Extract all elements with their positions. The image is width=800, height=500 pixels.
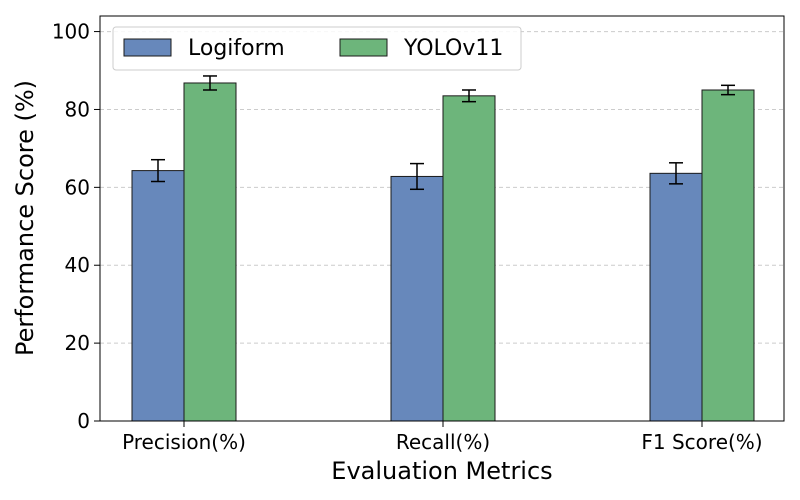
- bar-logiform: [649, 172, 703, 422]
- legend-swatch-yolov11: [339, 38, 388, 57]
- x-tick-label: F1 Score(%): [641, 430, 762, 454]
- legend-label-yolov11: YOLOv11: [403, 36, 503, 61]
- y-tick-label: 40: [65, 253, 90, 277]
- legend-swatch-logiform: [123, 38, 172, 57]
- legend-frame: [112, 26, 522, 71]
- y-axis-ticks: 0 20 40 60 80 100: [52, 20, 100, 433]
- y-tick-label: 80: [65, 97, 90, 121]
- bar-yolov11: [442, 95, 496, 422]
- x-tick-label: Precision(%): [122, 430, 246, 454]
- bar-logiform: [390, 175, 444, 422]
- x-axis-title: Evaluation Metrics: [331, 457, 552, 485]
- bar-yolov11: [701, 89, 755, 422]
- y-tick-label: 20: [65, 331, 90, 355]
- plot-frame: [99, 15, 785, 422]
- bar-logiform: [131, 170, 185, 422]
- legend-label-logiform: Logiform: [188, 36, 285, 61]
- y-tick-label: 0: [77, 409, 90, 433]
- bars: [131, 82, 755, 422]
- x-axis-ticks: Precision(%) Recall(%) F1 Score(%): [122, 421, 763, 454]
- error-bars: [151, 75, 735, 191]
- x-tick-label: Recall(%): [396, 430, 490, 454]
- y-axis-title: Performance Score (%): [11, 80, 39, 356]
- bar-yolov11: [183, 82, 237, 422]
- y-tick-label: 60: [65, 175, 90, 199]
- legend: Logiform YOLOv11: [112, 26, 522, 71]
- y-tick-label: 100: [52, 20, 90, 44]
